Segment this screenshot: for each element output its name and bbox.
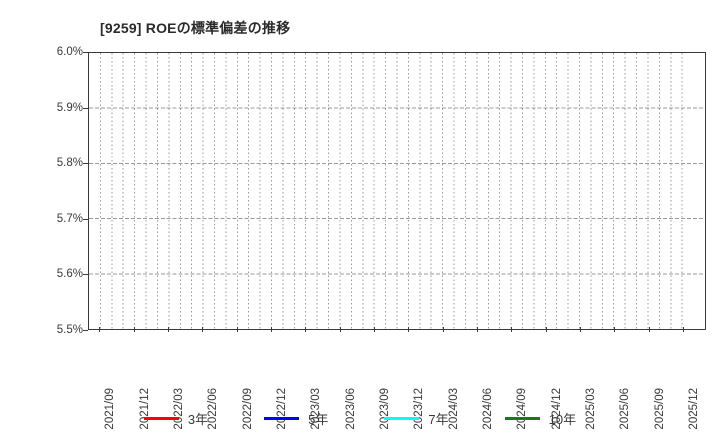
y-tick-mark [83,218,88,220]
y-tick-mark [83,274,88,276]
x-tick-mark [133,327,135,332]
x-tick-mark [614,327,616,332]
y-tick-mark [83,163,88,165]
plot-area [88,52,706,330]
x-tick-mark [305,327,307,332]
chart-legend: 3年 5年 7年 10年 [0,405,720,431]
x-tick-mark [339,327,341,332]
x-tick-mark [374,327,376,332]
x-tick-mark [168,327,170,332]
x-tick-mark [408,327,410,332]
x-tick-mark [271,327,273,332]
x-tick-mark [511,327,513,332]
legend-item[interactable]: 3年 [143,409,209,428]
legend-label: 3年 [187,411,209,427]
y-tick-label: 5.7% [56,212,83,225]
legend-color-swatch [143,416,179,420]
legend-item[interactable]: 7年 [384,409,449,428]
legend-label: 7年 [428,411,449,427]
legend-item[interactable]: 10年 [504,409,577,428]
chart-title: [9259] ROEの標準偏差の推移 [100,20,291,36]
y-tick-label: 5.9% [56,101,83,114]
y-tick-mark [83,330,88,331]
x-tick-mark [442,327,444,332]
x-tick-mark [648,327,650,332]
x-tick-mark [236,327,238,332]
x-tick-mark [545,327,547,332]
x-tick-mark [202,327,204,332]
legend-color-swatch [264,416,300,420]
x-axis: 2021/09 2021/12 2022/03 2022/06 2022/09 2022/… [88,327,706,430]
x-tick-mark [580,327,582,332]
y-tick-mark [83,52,88,53]
y-tick-mark [83,107,88,109]
legend-label: 5年 [308,411,329,427]
y-axis: 6.0% 5.9% 5.8% 5.7% 5.6% 5.5% [30,46,88,336]
y-tick-label: 6.0% [56,46,83,58]
legend-item[interactable]: 5年 [264,409,328,428]
x-tick-mark [477,327,479,332]
x-tick-mark [99,327,101,332]
y-tick-label: 5.8% [56,157,83,170]
x-tick-mark [683,327,685,332]
gridlines [89,53,705,329]
legend-color-swatch [384,416,420,420]
y-tick-label: 5.5% [56,324,83,336]
data-series-layer [89,53,705,329]
y-tick-label: 5.6% [56,268,83,281]
legend-color-swatch [504,416,540,420]
legend-label: 10年 [548,411,577,427]
